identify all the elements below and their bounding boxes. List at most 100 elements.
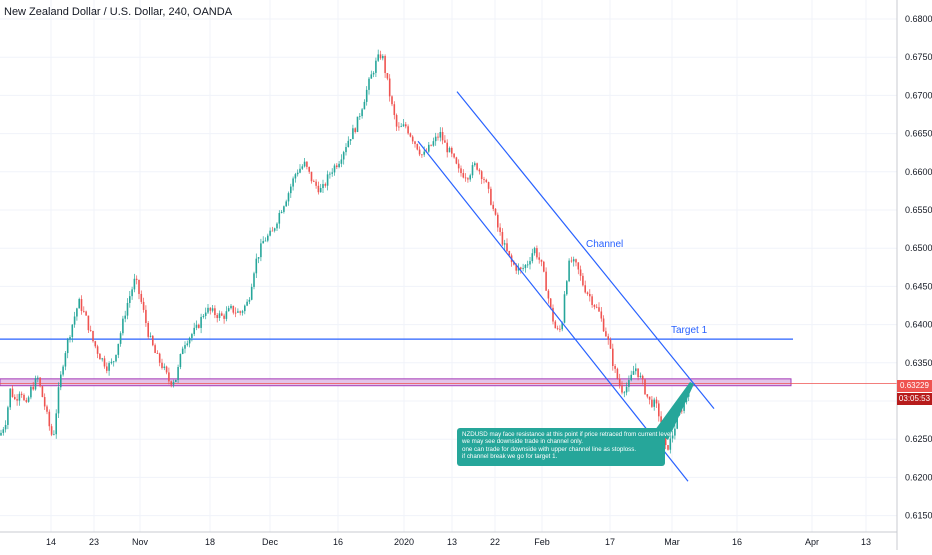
candle-body: [352, 128, 354, 140]
plot-background: [0, 0, 897, 532]
candle-body: [469, 175, 471, 180]
candle-body: [621, 385, 623, 393]
candle-body: [103, 358, 106, 367]
candle-body: [365, 89, 368, 102]
candle-body: [20, 393, 23, 395]
candle-body: [216, 315, 218, 319]
candle-body: [333, 165, 336, 173]
candle-body: [497, 214, 499, 228]
candle-body: [200, 316, 202, 328]
candle-body: [195, 324, 198, 328]
candle-body: [92, 330, 94, 342]
candle-body: [506, 243, 508, 251]
candle-body: [285, 201, 287, 207]
candle-body: [292, 178, 294, 187]
candle-body: [342, 152, 345, 160]
candle-body: [16, 399, 18, 401]
candle-body: [301, 166, 304, 169]
candle-body: [471, 165, 474, 176]
time-tick-label: 13: [861, 537, 871, 547]
time-tick-label: 16: [732, 537, 742, 547]
candle-body: [158, 353, 161, 363]
candle-body: [388, 78, 391, 97]
candle-body: [4, 424, 7, 430]
candle-body: [225, 311, 228, 319]
candle-body: [632, 371, 635, 375]
candle-body: [124, 315, 126, 319]
time-tick-label: Apr: [805, 537, 819, 547]
candle-body: [531, 253, 534, 262]
candle-body: [391, 96, 393, 105]
candle-body: [467, 178, 469, 180]
bar-countdown-badge: 03:05:53: [897, 393, 932, 405]
candle-body: [223, 315, 225, 319]
candle-body: [437, 136, 439, 138]
candle-body: [393, 104, 396, 116]
candle-body: [602, 318, 605, 332]
time-tick-label: 17: [605, 537, 615, 547]
candle-body: [260, 243, 262, 258]
candle-body: [370, 74, 373, 79]
candle-body: [248, 299, 251, 302]
candle-body: [457, 163, 460, 169]
candle-body: [122, 318, 124, 334]
candle-body: [561, 322, 563, 330]
candle-body: [140, 293, 143, 302]
candle-body: [250, 286, 253, 300]
candle-body: [69, 337, 71, 340]
candle-body: [257, 257, 260, 259]
candle-body: [94, 341, 97, 347]
candle-body: [115, 354, 117, 362]
candle-body: [584, 285, 586, 293]
candle-body: [354, 128, 356, 132]
time-tick-label: 22: [490, 537, 500, 547]
candle-body: [142, 301, 145, 310]
candle-body: [9, 388, 11, 408]
candle-body: [464, 177, 467, 179]
candle-body: [667, 445, 669, 450]
candle-body: [172, 381, 175, 385]
candle-body: [676, 414, 678, 429]
candle-body: [163, 366, 166, 368]
candle-body: [48, 411, 51, 427]
candle-body: [529, 261, 531, 265]
candle-body: [264, 240, 267, 242]
candle-body: [538, 257, 540, 260]
candle-body: [448, 147, 451, 153]
candle-body: [221, 313, 223, 316]
candle-body: [536, 248, 538, 258]
candle-body: [76, 308, 78, 317]
candle-body: [593, 304, 596, 307]
candle-body: [30, 386, 32, 398]
annotation-callout[interactable]: NZDUSD may face resistance at this point…: [457, 428, 672, 466]
candle-body: [349, 139, 352, 141]
candle-body: [418, 149, 421, 155]
candle-body: [147, 322, 149, 337]
candle-body: [508, 250, 511, 256]
candle-body: [271, 230, 274, 232]
candle-body: [278, 212, 281, 224]
annotation-line: if channel break we go for target 1.: [462, 453, 558, 461]
resistance-zone[interactable]: [0, 378, 792, 387]
time-tick-label: 14: [46, 537, 56, 547]
candle-body: [356, 116, 359, 132]
time-axis[interactable]: 14 23 Nov 18 Dec 16 2020 13 22 Feb 17 Mar 16 Apr 13: [46, 537, 871, 547]
candle-body: [451, 147, 453, 154]
candle-body: [46, 406, 48, 412]
channel-lower-line[interactable]: [417, 140, 689, 482]
candle-body: [540, 259, 543, 262]
candle-body: [0, 432, 2, 436]
candle-body: [294, 174, 297, 179]
candle-body: [34, 378, 37, 390]
candle-body: [559, 328, 561, 330]
candle-body: [430, 144, 432, 146]
candle-body: [234, 312, 237, 314]
candle-body: [326, 174, 329, 186]
channel-upper-line[interactable]: [456, 91, 715, 410]
channel-label: Channel: [586, 239, 623, 250]
candle-body: [664, 432, 667, 446]
